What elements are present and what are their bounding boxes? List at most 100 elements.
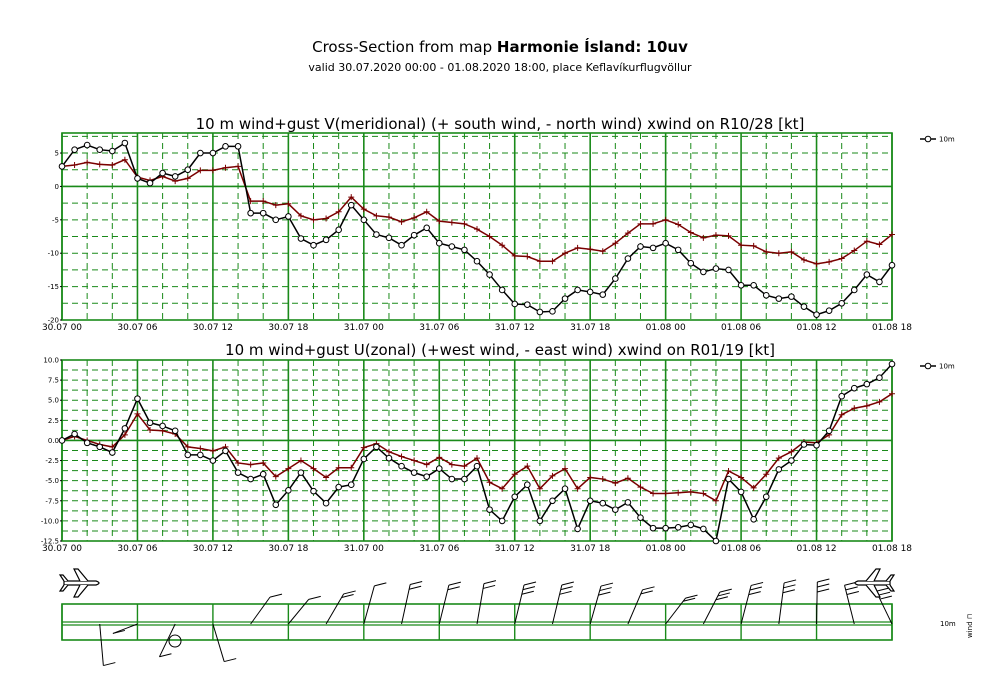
gust-point xyxy=(121,156,128,163)
y-tick-label: -10 xyxy=(48,250,59,258)
wind-barb-staff xyxy=(816,582,818,625)
wind-barb-staff xyxy=(740,585,752,625)
wind-barb-feather xyxy=(341,594,354,598)
wind-barb-feather xyxy=(717,592,730,597)
gust-point xyxy=(436,218,443,225)
wind-barb-feather xyxy=(447,586,460,591)
series-10m-point xyxy=(197,149,204,157)
series-10m-point xyxy=(197,451,204,459)
gust-point xyxy=(662,490,669,497)
wind-barb-feather xyxy=(159,653,172,658)
plane-fuselage xyxy=(63,580,100,586)
gust-point xyxy=(247,461,254,468)
gust-point xyxy=(272,202,279,209)
gust-point xyxy=(700,234,707,241)
series-10m-point xyxy=(297,469,305,476)
gust-point xyxy=(813,260,820,267)
series-10m-point xyxy=(662,524,669,532)
x-tick-label: 31.07 06 xyxy=(419,323,459,333)
x-tick-label: 01.08 00 xyxy=(646,544,686,554)
wind-barb-staff xyxy=(363,585,375,625)
series-10m-point xyxy=(612,275,619,282)
series-10m-point xyxy=(109,449,116,456)
gust-point xyxy=(650,490,657,497)
gust-point xyxy=(96,161,103,168)
gust-point xyxy=(687,229,694,236)
legend-label: 10m xyxy=(939,136,955,144)
x-tick-label: 31.07 06 xyxy=(419,544,459,554)
wind-barb-feather xyxy=(599,587,612,592)
series-10m-point xyxy=(624,499,632,506)
x-tick-label: 01.08 06 xyxy=(721,323,761,333)
series-10m-point xyxy=(637,243,644,250)
gust-point xyxy=(297,457,304,464)
series-10m-point xyxy=(561,295,569,302)
series-10m-point xyxy=(838,300,845,307)
gust-point xyxy=(725,232,732,239)
series-10m-point xyxy=(209,149,217,157)
series-10m-point xyxy=(662,239,669,247)
series-10m-point xyxy=(788,457,795,464)
gust-point xyxy=(335,208,342,215)
series-10m-point xyxy=(599,291,607,298)
x-tick-label: 01.08 12 xyxy=(797,544,837,554)
series-10m-point xyxy=(498,517,506,525)
wind-barb-staff xyxy=(844,585,855,625)
series-10m-point xyxy=(398,462,405,470)
x-tick-label: 30.07 06 xyxy=(117,544,157,554)
gust-point xyxy=(398,218,405,225)
panel2-title: 10 m wind+gust U(zonal) (+west wind, - e… xyxy=(225,341,775,359)
gust-point xyxy=(499,485,506,492)
wind-barb-feather xyxy=(600,582,614,587)
gust-point xyxy=(763,248,770,255)
wind-barb-feather xyxy=(343,590,356,595)
gust-point xyxy=(235,459,242,466)
y-tick-label: -5 xyxy=(52,216,59,224)
x-tick-label: 31.07 12 xyxy=(495,323,535,333)
series-10m-point xyxy=(649,244,657,252)
wind-barb-staff xyxy=(325,593,345,625)
plot-frame xyxy=(61,132,893,321)
gust-point xyxy=(700,490,707,497)
gust-point xyxy=(788,248,795,255)
gust-point xyxy=(712,232,719,239)
series-10m-point xyxy=(725,475,732,483)
y-tick-label: -12.5 xyxy=(41,538,59,546)
series-10m-point xyxy=(561,485,569,493)
gust-point xyxy=(486,233,493,240)
gust-point xyxy=(750,242,757,249)
series-10m-point xyxy=(788,293,795,300)
wind-barb-staff xyxy=(250,596,271,625)
gust-point xyxy=(197,445,204,452)
series-10m-point xyxy=(876,278,883,286)
gust-point xyxy=(323,474,330,481)
wind-barb-feather xyxy=(783,579,797,584)
wind-barb-feather xyxy=(715,596,728,601)
series-10m-point xyxy=(762,291,770,299)
strip-label-wind: wind ⊓ xyxy=(966,614,974,638)
series-10m-point xyxy=(536,308,544,316)
series-10m-point xyxy=(209,457,217,464)
series-10m-point xyxy=(674,246,682,254)
series-10m-point xyxy=(737,281,745,289)
gust-point xyxy=(549,472,556,479)
series-10m-point xyxy=(234,143,242,150)
gust-point xyxy=(184,443,191,450)
gust-point xyxy=(624,475,631,482)
strip-label-10m: 10m xyxy=(940,620,956,628)
series-10m-point xyxy=(850,384,858,392)
series-10m-point xyxy=(850,286,858,294)
series-10m-point xyxy=(159,422,166,430)
wind-barb-strip xyxy=(58,568,896,667)
gust-point xyxy=(209,167,216,174)
gust-point xyxy=(612,240,619,247)
wind-barb-feather xyxy=(879,595,893,600)
gust-series-line xyxy=(61,158,893,265)
legend-label: 10m xyxy=(939,363,955,371)
series-10m-point xyxy=(549,308,556,315)
series-10m-point xyxy=(549,497,556,505)
gust-point xyxy=(738,242,745,249)
gust-point xyxy=(524,253,531,260)
x-tick-label: 01.08 18 xyxy=(872,323,912,333)
